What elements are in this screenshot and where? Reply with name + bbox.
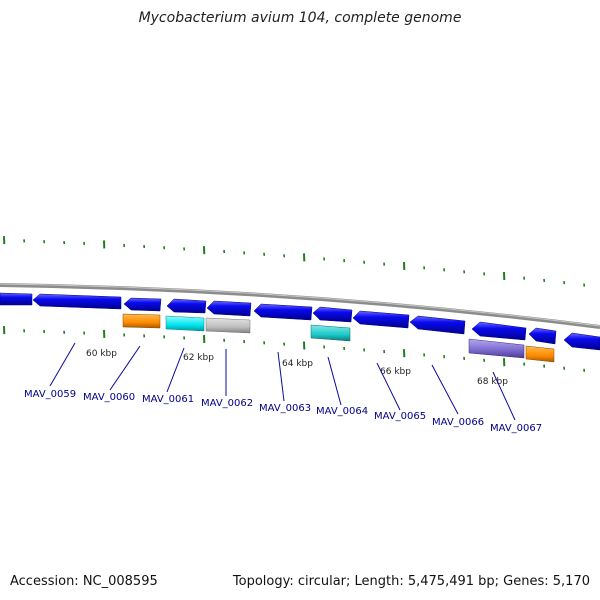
feature-teal[interactable] [310,324,351,342]
gene-label-mav-0059[interactable]: MAV_0059 [24,389,76,400]
ruler-label: 60 kbp [86,349,117,359]
genome-backbone-highlight [0,283,600,327]
leader-line [492,371,516,421]
cds-feature[interactable] [312,306,353,323]
feature-gray[interactable] [205,317,251,334]
gene-label-mav-0067[interactable]: MAV_0067 [490,423,542,434]
ruler-label: 64 kbp [282,359,313,369]
cds-feature[interactable] [166,298,207,314]
cds-feature[interactable] [32,293,122,310]
cds-feature[interactable] [471,321,527,341]
feature-cyan[interactable] [165,315,205,332]
inner-tick-ring [3,326,586,372]
leader-line [327,356,342,406]
accession-text: Accession: NC_008595 [10,574,158,589]
genome-title: Mycobacterium avium 104, complete genome [138,10,462,26]
leader-line [109,345,141,391]
cds-feature[interactable] [206,300,252,317]
cds-feature[interactable] [253,303,313,321]
gene-label-mav-0060[interactable]: MAV_0060 [83,392,135,403]
leader-line [49,342,76,387]
ruler-label: 66 kbp [380,367,411,377]
leader-line [166,347,185,393]
cds-feature[interactable] [0,292,33,306]
ruler-label: 62 kbp [183,353,214,363]
cds-feature[interactable] [563,332,600,351]
gene-labels: MAV_0059 MAV_0060 MAV_0061 MAV_0062 MAV_… [24,389,542,434]
leader-line [376,362,401,411]
feature-orange[interactable] [122,313,161,329]
ruler-labels: 60 kbp 62 kbp 64 kbp 66 kbp 68 kbp [86,349,508,387]
gene-label-mav-0066[interactable]: MAV_0066 [432,417,484,428]
cds-feature[interactable] [352,310,410,329]
gene-label-mav-0063[interactable]: MAV_0063 [259,403,311,414]
feature-purple[interactable] [468,338,525,359]
cds-feature[interactable] [409,315,466,335]
gene-label-mav-0065[interactable]: MAV_0065 [374,411,426,422]
genome-backbone [0,283,600,329]
leader-line [431,364,459,415]
outer-tick-ring [3,236,586,287]
cds-feature[interactable] [123,297,162,312]
gene-label-mav-0064[interactable]: MAV_0064 [316,406,368,417]
feature-track [122,313,555,363]
cds-feature[interactable] [528,327,557,345]
summary-text: Topology: circular; Length: 5,475,491 bp… [232,574,590,589]
ruler-label: 68 kbp [477,377,508,387]
gene-label-mav-0062[interactable]: MAV_0062 [201,398,253,409]
gene-label-mav-0061[interactable]: MAV_0061 [142,394,194,405]
gene-leaders [49,342,516,421]
cds-track [0,292,600,351]
feature-orange[interactable] [525,345,555,363]
leader-line [277,351,285,402]
